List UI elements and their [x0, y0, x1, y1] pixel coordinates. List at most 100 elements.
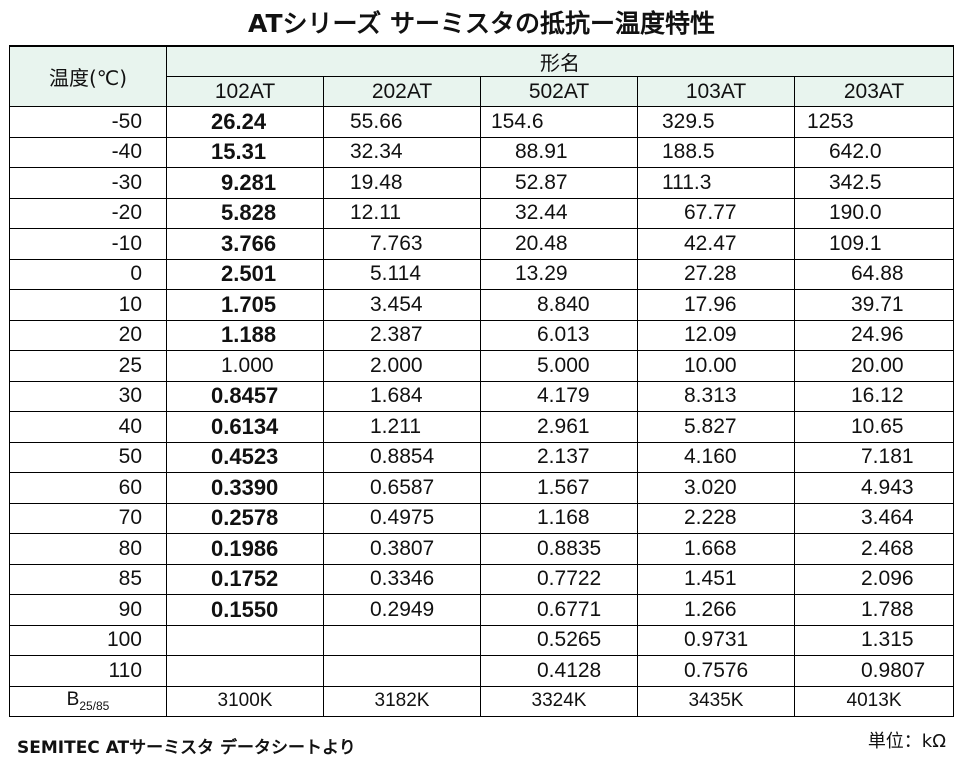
resistance-cell: 2.501	[166, 258, 324, 290]
resistance-temperature-table: 温度(℃) 形名 102AT 202AT 502AT 103AT 203AT -…	[9, 45, 955, 717]
resistance-cell: 1.788	[793, 594, 955, 626]
temperature-cell: 85	[9, 563, 167, 595]
table-row: 0 2.501 5.114 13.29 27.28 64.88	[9, 258, 955, 290]
resistance-cell: 20.00	[793, 350, 955, 382]
resistance-cell: 4.179	[480, 380, 638, 412]
resistance-cell	[323, 624, 481, 656]
resistance-cell: 0.2949	[323, 594, 481, 626]
resistance-cell: 55.66	[323, 106, 481, 138]
resistance-cell: 10.00	[637, 350, 795, 382]
resistance-cell: 32.34	[323, 136, 481, 168]
resistance-cell: 10.65	[793, 411, 955, 443]
temperature-cell: 70	[9, 502, 167, 534]
resistance-cell: 3.454	[323, 289, 481, 321]
resistance-cell: 0.1986	[166, 533, 324, 565]
temperature-cell: 80	[9, 533, 167, 565]
resistance-cell: 26.24	[166, 106, 324, 138]
temperature-cell: -50	[9, 106, 167, 138]
resistance-cell: 39.71	[793, 289, 955, 321]
unit-note: 単位：kΩ	[867, 731, 946, 752]
resistance-cell: 27.28	[637, 258, 795, 290]
table-row: -30 9.281 19.48 52.87 111.3 342.5	[9, 167, 955, 199]
table-row: -20 5.828 12.11 32.44 67.77 190.0	[9, 197, 955, 229]
resistance-cell: 1.188	[166, 319, 324, 351]
temperature-cell: 25	[9, 350, 167, 382]
resistance-cell: 0.9807	[793, 655, 955, 687]
resistance-cell: 6.013	[480, 319, 638, 351]
resistance-cell: 2.228	[637, 502, 795, 534]
resistance-cell: 1.168	[480, 502, 638, 534]
resistance-cell: 8.313	[637, 380, 795, 412]
b-label: B	[66, 689, 80, 711]
resistance-cell: 0.2578	[166, 502, 324, 534]
resistance-cell: 190.0	[793, 197, 955, 229]
table-row: 10 1.705 3.454 8.840 17.96 39.71	[9, 289, 955, 321]
table-row: -50 26.24 55.66 154.6 329.5 1253	[9, 106, 955, 138]
resistance-cell: 1.000	[166, 350, 324, 382]
column-header: 203AT	[793, 76, 955, 107]
resistance-cell: 7.181	[793, 441, 955, 473]
resistance-cell: 1.211	[323, 411, 481, 443]
resistance-cell: 24.96	[793, 319, 955, 351]
resistance-cell: 0.4975	[323, 502, 481, 534]
temperature-cell: -30	[9, 167, 167, 199]
source-note: SEMITEC ATサーミスタ データシートより	[17, 738, 356, 758]
table-row: 20 1.188 2.387 6.013 12.09 24.96	[9, 319, 955, 351]
b-constant-label: B25/85	[9, 685, 167, 717]
resistance-cell: 154.6	[480, 106, 638, 138]
resistance-cell: 0.1752	[166, 563, 324, 595]
resistance-cell: 88.91	[480, 136, 638, 168]
column-header: 202AT	[323, 76, 481, 107]
column-header: 103AT	[637, 76, 795, 107]
table-row: 70 0.2578 0.4975 1.168 2.228 3.464	[9, 502, 955, 534]
table-row: 85 0.1752 0.3346 0.7722 1.451 2.096	[9, 563, 955, 595]
b-value: 3182K	[323, 685, 481, 717]
column-header: 102AT	[166, 76, 324, 107]
resistance-cell: 0.3390	[166, 472, 324, 504]
resistance-cell: 17.96	[637, 289, 795, 321]
resistance-cell: 16.12	[793, 380, 955, 412]
temperature-cell: 20	[9, 319, 167, 351]
resistance-cell: 2.387	[323, 319, 481, 351]
resistance-cell: 42.47	[637, 228, 795, 260]
resistance-cell: 0.8457	[166, 380, 324, 412]
temperature-cell: 50	[9, 441, 167, 473]
resistance-cell: 2.961	[480, 411, 638, 443]
temperature-cell: 60	[9, 472, 167, 504]
resistance-cell: 0.6134	[166, 411, 324, 443]
resistance-cell: 2.000	[323, 350, 481, 382]
temperature-cell: 10	[9, 289, 167, 321]
resistance-cell: 19.48	[323, 167, 481, 199]
table-row: 30 0.8457 1.684 4.179 8.313 16.12	[9, 380, 955, 412]
resistance-cell: 12.11	[323, 197, 481, 229]
resistance-cell: 0.8835	[480, 533, 638, 565]
resistance-cell: 5.828	[166, 197, 324, 229]
b-value: 3435K	[637, 685, 795, 717]
resistance-cell: 1.266	[637, 594, 795, 626]
resistance-cell: 1.451	[637, 563, 795, 595]
temperature-cell: -10	[9, 228, 167, 260]
resistance-cell: 0.8854	[323, 441, 481, 473]
resistance-cell: 32.44	[480, 197, 638, 229]
resistance-cell	[166, 624, 324, 656]
resistance-cell: 64.88	[793, 258, 955, 290]
temperature-header: 温度(℃)	[9, 45, 167, 107]
resistance-cell: 2.137	[480, 441, 638, 473]
resistance-cell: 5.000	[480, 350, 638, 382]
resistance-cell: 4.943	[793, 472, 955, 504]
b-value: 3100K	[166, 685, 324, 717]
resistance-cell: 13.29	[480, 258, 638, 290]
resistance-cell: 0.4128	[480, 655, 638, 687]
resistance-cell: 3.020	[637, 472, 795, 504]
resistance-cell: 1.315	[793, 624, 955, 656]
table-body: -50 26.24 55.66 154.6 329.5 1253 -40 15.31 32.34…	[9, 106, 955, 687]
temperature-cell: 0	[9, 258, 167, 290]
resistance-cell: 0.1550	[166, 594, 324, 626]
resistance-cell: 3.766	[166, 228, 324, 260]
resistance-cell: 188.5	[637, 136, 795, 168]
resistance-cell: 0.7722	[480, 563, 638, 595]
resistance-cell: 109.1	[793, 228, 955, 260]
temperature-cell: -40	[9, 136, 167, 168]
b-constant-row: B25/85 3100K 3182K 3324K 3435K 4013K	[9, 685, 955, 717]
b-label-sub: 25/85	[79, 699, 110, 714]
